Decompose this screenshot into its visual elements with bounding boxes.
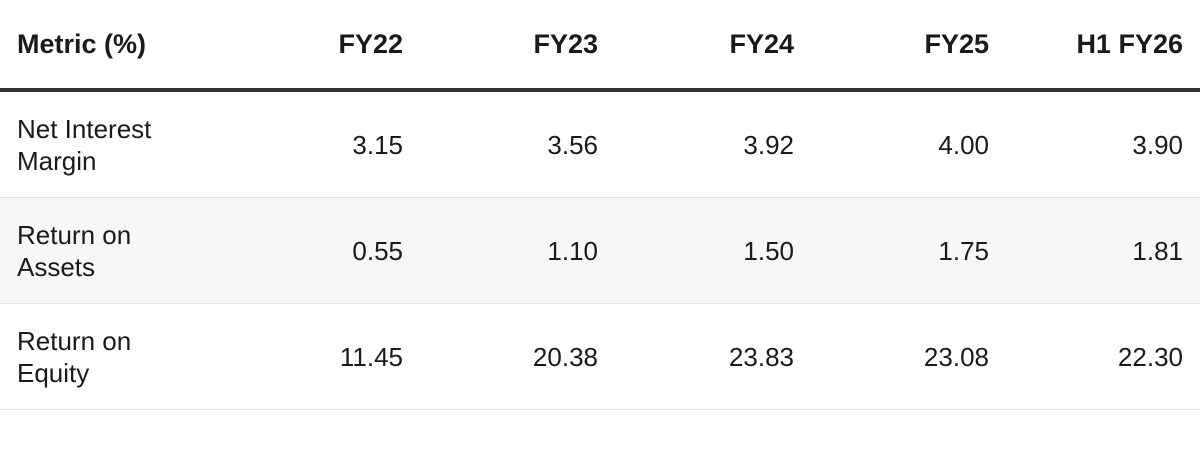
row-label: Net Interest Margin [17,113,152,176]
table-cell: 22.30 [1117,341,1183,372]
table-cell: 3.90 [1132,129,1183,160]
table-row: Net Interest Margin 3.15 3.56 3.92 4.00 3.90 [0,92,1200,198]
header-cell: FY25 [924,29,989,59]
table-cell: 4.00 [938,129,989,160]
table-cell: 1.50 [743,235,794,266]
table-cell: 3.56 [547,129,598,160]
table-cell: 20.38 [532,341,598,372]
table-cell: 23.83 [728,341,794,372]
header-cell: Metric (%) [17,29,147,59]
table-cell: 1.75 [938,235,989,266]
row-label: Return on Assets [17,219,132,282]
table-cell: 3.92 [743,129,794,160]
table-cell: 0.55 [352,235,403,266]
table-cell: 1.81 [1132,235,1183,266]
table-row: Return on Assets 0.55 1.10 1.50 1.75 1.81 [0,198,1200,304]
header-cell: FY22 [338,29,403,59]
header-cell: FY23 [533,29,598,59]
header-cell: FY24 [729,29,794,59]
table-cell: 1.10 [547,235,598,266]
header-row: Metric (%) FY22 FY23 FY24 FY25 H1 FY26 [0,0,1200,92]
row-label: Return on Equity [17,325,132,388]
header-cell: H1 FY26 [1076,29,1183,59]
table-cell: 11.45 [339,341,403,372]
table-cell: 3.15 [352,129,403,160]
table-cell: 23.08 [923,341,989,372]
table-row: Return on Equity 11.45 20.38 23.83 23.08 22.3… [0,304,1200,410]
